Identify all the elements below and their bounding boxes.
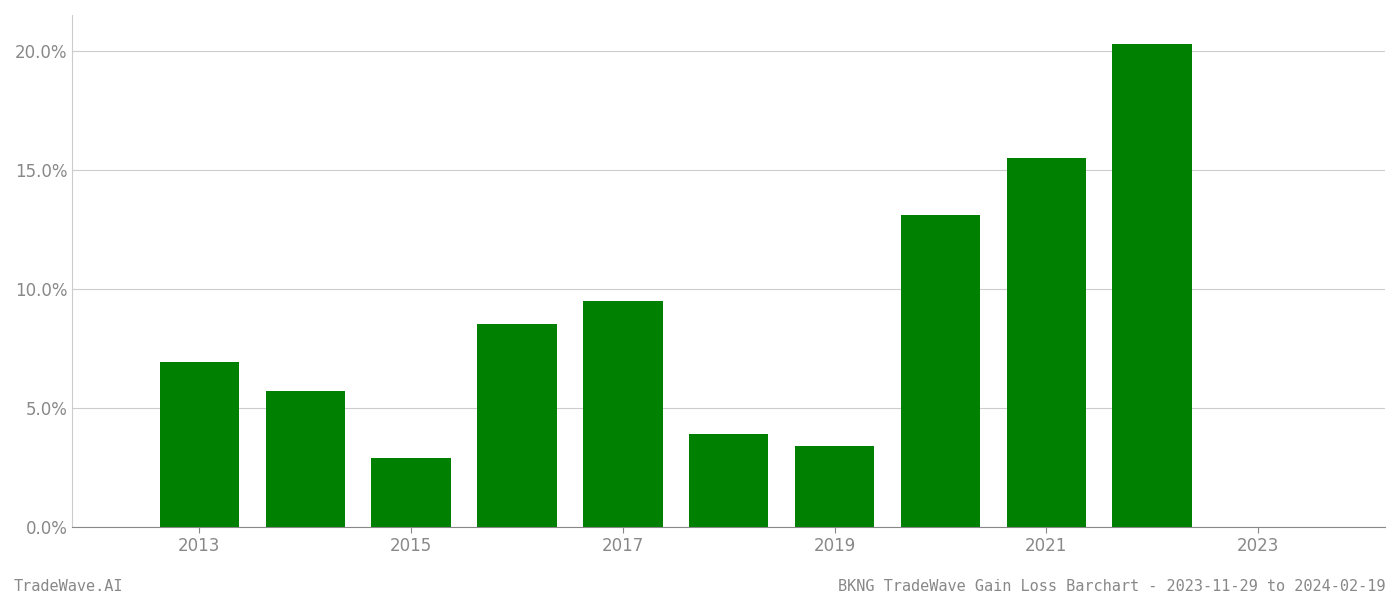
Bar <box>689 434 769 527</box>
Bar <box>795 446 874 527</box>
Bar <box>1007 158 1086 527</box>
Bar <box>1113 44 1191 527</box>
Bar <box>584 301 662 527</box>
Bar <box>477 325 557 527</box>
Text: BKNG TradeWave Gain Loss Barchart - 2023-11-29 to 2024-02-19: BKNG TradeWave Gain Loss Barchart - 2023… <box>839 579 1386 594</box>
Bar <box>160 362 239 527</box>
Bar <box>266 391 344 527</box>
Bar <box>371 458 451 527</box>
Text: TradeWave.AI: TradeWave.AI <box>14 579 123 594</box>
Bar <box>900 215 980 527</box>
